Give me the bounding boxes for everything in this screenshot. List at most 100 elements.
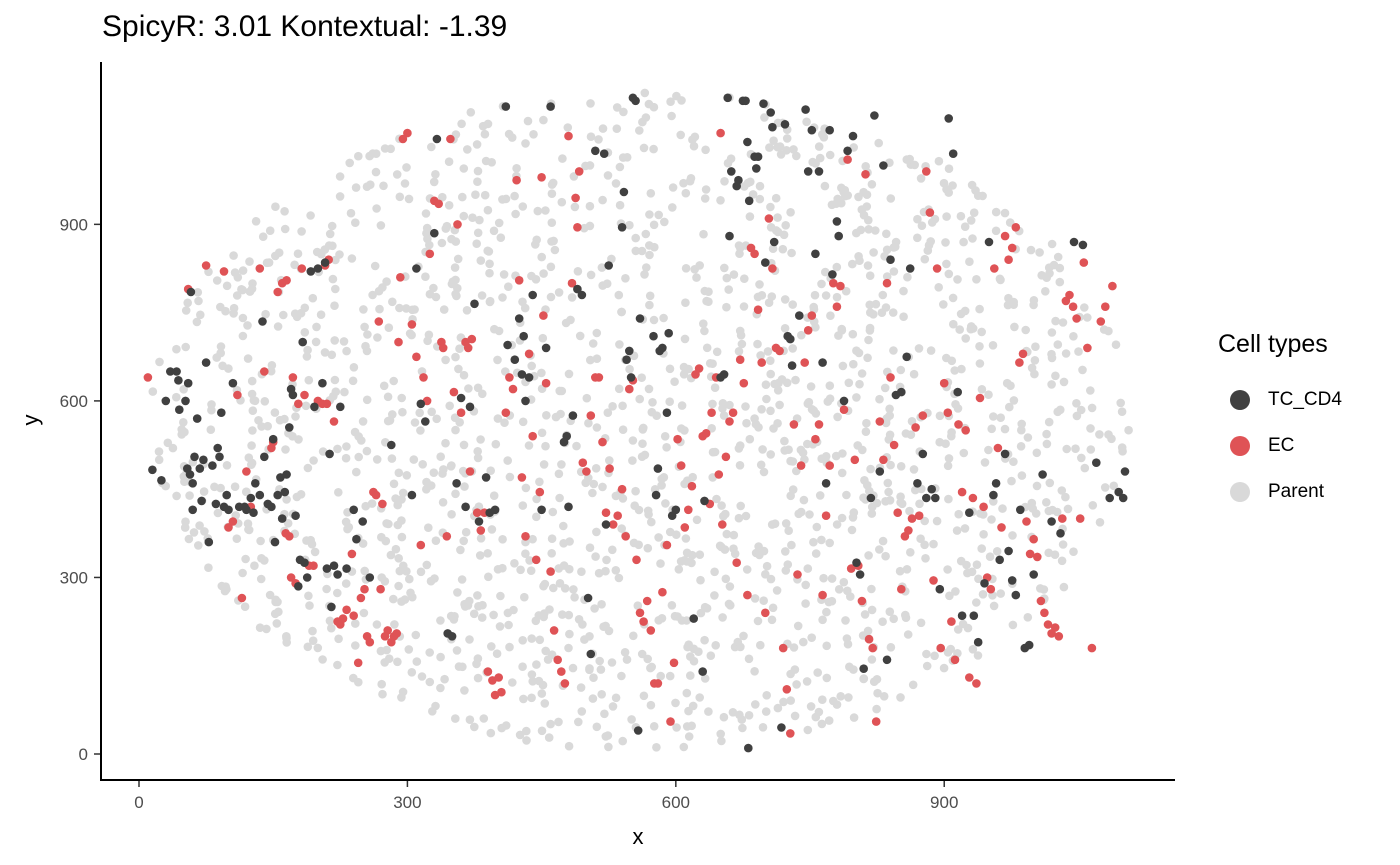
point-ec [1007,243,1017,253]
point-parent [588,694,598,703]
point-tc-cd4 [622,355,631,365]
point-parent [615,340,624,349]
point-parent [1017,419,1026,429]
point-ec [416,540,426,550]
point-parent [247,284,257,294]
point-parent [1047,328,1057,337]
point-parent [1095,518,1105,527]
point-parent [644,384,654,394]
point-tc-cd4 [848,131,858,141]
point-parent [586,270,596,280]
point-parent [704,707,713,716]
point-tc-cd4 [957,611,967,620]
point-parent [895,566,905,576]
point-parent [642,263,651,272]
point-tc-cd4 [828,270,837,279]
point-parent [987,424,996,434]
point-parent [896,693,905,702]
point-parent [737,715,747,724]
point-parent [468,213,477,222]
point-parent [968,645,978,654]
point-parent [738,723,747,733]
point-parent [405,574,414,584]
point-parent [782,134,792,143]
point-parent [555,493,564,503]
point-tc-cd4 [811,249,820,259]
point-tc-cd4 [186,287,196,297]
legend-title: Cell types [1218,330,1328,358]
point-ec [425,249,435,259]
point-parent [1045,478,1055,488]
point-parent [682,616,691,625]
point-parent [547,534,557,543]
point-parent [1031,509,1041,518]
point-parent [841,616,850,625]
point-parent [305,601,314,610]
point-parent [665,397,674,407]
point-parent [734,347,744,356]
point-parent [325,229,335,239]
point-parent [922,661,932,671]
point-parent [680,556,689,565]
point-parent [389,479,399,489]
point-parent [960,524,970,533]
point-parent [312,322,321,332]
point-parent [451,352,460,362]
point-parent [849,508,859,517]
point-ec [947,617,956,626]
point-ec [605,464,614,473]
point-parent [805,510,814,519]
point-parent [362,446,372,456]
point-ec [539,311,548,320]
point-parent [696,575,705,585]
point-parent [914,344,924,353]
point-parent [476,534,486,543]
point-tc-cd4 [1016,505,1025,515]
point-parent [939,663,949,673]
point-parent [748,190,758,199]
point-parent [1072,399,1081,408]
point-parent [977,385,987,394]
point-parent [834,331,843,340]
point-parent [1100,483,1110,492]
legend-label-tc-cd4: TC_CD4 [1268,389,1342,410]
point-parent [183,298,192,308]
point-parent [184,534,194,544]
point-parent [878,290,888,300]
point-ec [1036,596,1046,606]
point-parent [739,302,749,311]
point-parent [216,342,226,351]
point-parent [570,593,579,602]
point-parent [453,254,463,264]
point-parent [762,394,771,404]
point-parent [968,234,977,243]
point-parent [280,414,289,424]
point-tc-cd4 [268,434,278,444]
point-parent [1057,486,1067,495]
point-tc-cd4 [617,223,627,232]
point-parent [247,460,256,470]
point-parent [1008,620,1018,630]
point-parent [238,285,247,295]
point-parent [325,616,335,626]
point-parent [311,337,321,347]
point-parent [766,369,775,379]
point-parent [866,308,875,317]
point-parent [780,324,790,333]
point-parent [489,491,499,501]
point-parent [574,615,584,624]
point-parent [717,501,726,510]
point-parent [899,286,908,296]
point-tc-cd4 [562,431,571,441]
point-tc-cd4 [743,137,752,147]
point-parent [672,91,681,101]
point-parent [460,482,469,491]
point-parent [608,702,618,711]
point-parent [271,251,280,261]
point-parent [661,499,670,508]
point-tc-cd4 [358,517,368,526]
point-ec [578,458,588,468]
point-ec [694,364,704,373]
point-ec [407,320,417,329]
point-parent [845,662,854,672]
